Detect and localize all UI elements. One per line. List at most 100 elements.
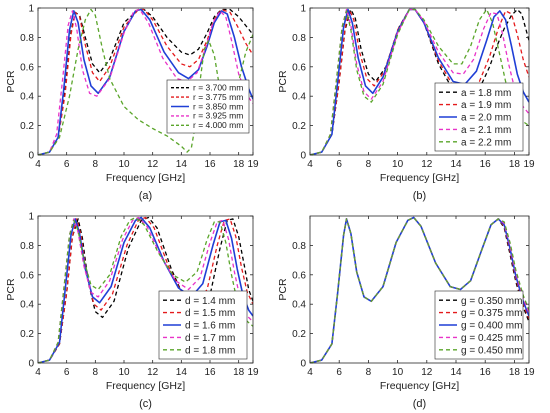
chart-panel-c: 4 6 8 10 12 14 16 18 19 0 0.2 0.4 0.6 0.8 1 Frequency [… [5,212,259,411]
series-line-5 [310,8,529,155]
x-tick-label: 6 [64,367,70,378]
x-tick-label: 16 [480,159,492,170]
x-tick-label: 8 [366,367,372,378]
x-tick-label: 8 [93,159,99,170]
series-line-5 [38,216,253,363]
series-line-2 [38,216,253,363]
x-tick-label: 10 [118,159,130,170]
y-tick-label: 0 [300,151,306,162]
chart-panel-b: 4 6 8 10 12 14 16 18 19 0 0.2 0.4 0.6 0.8 1 Frequency [… [277,4,535,203]
series-line-3 [310,216,529,363]
y-axis-label: PCR [277,70,289,93]
legend-entry-3: g = 0.400 mm [461,321,522,332]
legend-entry-1: d = 1.4 mm [185,296,235,307]
x-tick-label: 19 [247,367,259,378]
legend-entry-2: d = 1.5 mm [185,308,235,319]
y-tick-label: 1 [28,4,34,15]
y-tick-label: 0 [300,359,306,370]
legend-entry-2: a = 1.9 mm [461,100,511,111]
legend-entry-5: g = 0.450 mm [461,345,522,356]
plot-frame [37,215,254,364]
x-axis-label: Frequency [GHz] [380,172,459,184]
y-tick-label: 0.6 [20,62,34,73]
legend: d = 1.4 mmd = 1.5 mm d = 1.6 mmd = 1.7 mm… [158,290,248,360]
x-tick-label: 16 [204,159,216,170]
y-tick-label: 0.6 [292,270,306,281]
x-tick-label: 8 [93,367,99,378]
series-line-2 [310,8,529,155]
legend: g = 0.350 mmg = 0.375 mmg = 0.400 mmg = … [434,290,524,360]
series-line-4 [310,216,529,363]
x-tick-label: 16 [480,367,492,378]
x-tick-label: 14 [176,159,188,170]
legend-entry-3: a = 2.0 mm [461,113,511,124]
legend-entry-5: r = 4.000 mm [193,120,243,130]
legend-entry-5: d = 1.8 mm [185,345,235,356]
x-tick-label: 8 [366,159,372,170]
x-tick-label: 12 [421,367,433,378]
y-axis-label: PCR [5,70,17,93]
x-tick-label: 12 [421,159,433,170]
y-tick-label: 0.4 [292,92,306,103]
y-axis-label: PCR [5,278,17,301]
y-tick-label: 0.2 [292,121,306,132]
chart-panel-d: 4 6 8 10 12 14 16 18 19 0 0.2 0.4 0.6 0.8 Frequency [G… [277,215,535,410]
legend-entry-4: d = 1.7 mm [185,333,235,344]
y-tick-label: 0 [28,151,34,162]
y-axis-label: PCR [277,278,289,301]
panel-caption: (b) [413,190,426,202]
x-axis-label: Frequency [GHz] [106,172,185,184]
legend-entry-1: g = 0.350 mm [461,296,522,307]
x-tick-label: 12 [147,367,159,378]
series-line-5 [310,216,529,363]
x-tick-label: 19 [247,159,259,170]
legend: r = 3.700 mmr = 3.775 mmr = 3.850 mmr = … [166,79,250,134]
y-tick-label: 0.6 [20,270,34,281]
x-tick-label: 10 [118,367,130,378]
y-tick-label: 0 [28,359,34,370]
legend-entry-2: g = 0.375 mm [461,308,522,319]
y-tick-label: 0.2 [20,329,34,340]
y-tick-label: 0.8 [20,241,34,252]
x-tick-label: 18 [233,159,245,170]
legend-entry-4: a = 2.1 mm [461,125,511,136]
series-line-3 [38,8,253,155]
panel-caption: (d) [413,398,426,410]
x-tick-label: 4 [35,367,41,378]
x-tick-label: 6 [336,159,342,170]
x-axis-label: Frequency [GHz] [380,380,459,392]
panel-caption: (c) [139,398,152,410]
legend-entry-1: r = 3.700 mm [193,83,243,93]
y-tick-label: 0.4 [20,92,34,103]
y-tick-label: 0.2 [20,121,34,132]
series-line-4 [38,216,253,363]
x-tick-label: 12 [147,159,159,170]
y-tick-label: 1 [300,4,306,15]
legend-entry-4: g = 0.425 mm [461,333,522,344]
y-tick-label: 0.8 [292,33,306,44]
plot-frame [309,215,530,364]
x-tick-label: 18 [233,367,245,378]
plot-frame [37,7,254,156]
plot-frame [309,7,530,156]
x-tick-label: 16 [204,367,216,378]
y-tick-label: 1 [28,212,34,223]
legend-entry-1: a = 1.8 mm [461,88,511,99]
legend-entry-2: r = 3.775 mm [193,92,243,102]
y-tick-label: 0.8 [292,241,306,252]
legend-entry-4: r = 3.925 mm [193,111,243,121]
x-tick-label: 4 [35,159,41,170]
y-tick-label: 0.4 [20,300,34,311]
y-tick-label: 0.4 [292,300,306,311]
x-tick-label: 14 [450,367,462,378]
x-tick-label: 4 [307,159,313,170]
legend-entry-3: r = 3.850 mm [193,101,243,111]
x-tick-label: 6 [64,159,70,170]
y-tick-label: 0.8 [20,33,34,44]
panel-caption: (a) [139,190,152,202]
legend: a = 1.8 mma = 1.9 mm a = 2.0 mma = 2.1 mm… [434,82,524,152]
x-axis-label: Frequency [GHz] [106,380,185,392]
x-tick-label: 18 [509,367,521,378]
x-tick-label: 14 [176,367,188,378]
chart-panel-a: 4 6 8 10 12 14 16 18 19 0 0.2 0.4 0.6 0.8 1 Frequency [… [5,4,259,203]
